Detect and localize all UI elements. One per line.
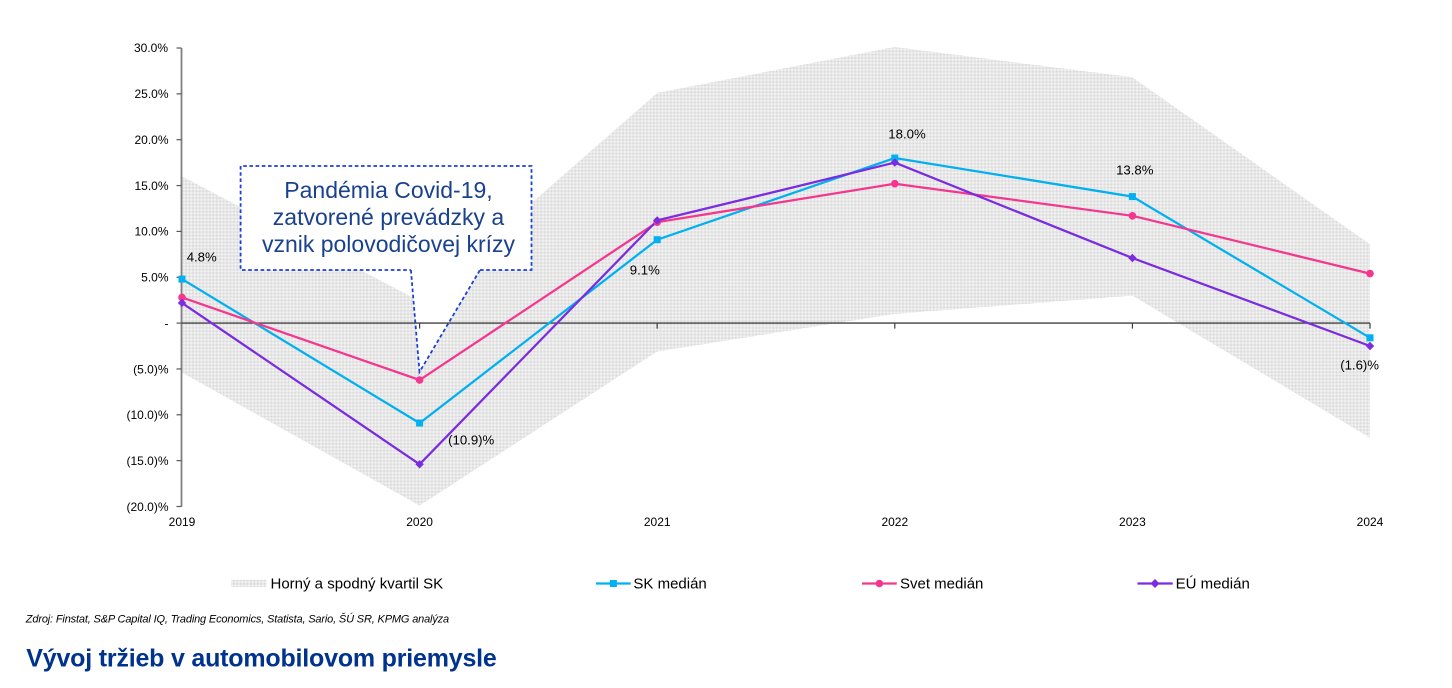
- svg-text:4.8%: 4.8%: [187, 249, 217, 264]
- svg-text:9.1%: 9.1%: [630, 262, 660, 277]
- svg-text:2024: 2024: [1357, 515, 1384, 529]
- svg-text:2021: 2021: [644, 515, 671, 529]
- svg-text:10.0%: 10.0%: [134, 225, 168, 239]
- svg-text:30.0%: 30.0%: [134, 41, 168, 55]
- svg-text:Vývoj tržieb v automobilovom p: Vývoj tržieb v automobilovom priemysle: [26, 644, 497, 672]
- svg-text:25.0%: 25.0%: [134, 87, 168, 101]
- svg-text:Svet medián: Svet medián: [900, 576, 983, 593]
- svg-text:(10.9)%: (10.9)%: [448, 433, 494, 448]
- svg-text:Pandémia Covid-19,: Pandémia Covid-19,: [284, 177, 492, 203]
- svg-text:(20.0)%: (20.0)%: [126, 500, 168, 514]
- svg-text:zatvorené prevádzky a: zatvorené prevádzky a: [273, 204, 505, 230]
- svg-text:(15.0)%: (15.0)%: [126, 454, 168, 468]
- svg-text:(10.0)%: (10.0)%: [126, 408, 168, 422]
- svg-text:2023: 2023: [1119, 515, 1146, 529]
- svg-text:Zdroj: Finstat, S&P Capital IQ: Zdroj: Finstat, S&P Capital IQ, Trading …: [25, 613, 449, 626]
- svg-text:18.0%: 18.0%: [888, 126, 926, 141]
- svg-text:2022: 2022: [881, 515, 908, 529]
- svg-text:(1.6)%: (1.6)%: [1340, 357, 1379, 372]
- svg-text:EÚ medián: EÚ medián: [1176, 576, 1250, 593]
- svg-text:13.8%: 13.8%: [1116, 163, 1154, 178]
- svg-text:15.0%: 15.0%: [134, 179, 168, 193]
- svg-text:-: -: [165, 316, 169, 330]
- svg-text:SK medián: SK medián: [633, 576, 706, 593]
- svg-text:vznik polovodičovej krízy: vznik polovodičovej krízy: [262, 231, 516, 257]
- svg-text:2019: 2019: [169, 515, 196, 529]
- svg-text:5.0%: 5.0%: [141, 271, 169, 285]
- svg-text:Horný a spodný kvartil SK: Horný a spodný kvartil SK: [271, 576, 444, 593]
- svg-text:(5.0)%: (5.0)%: [133, 362, 169, 376]
- svg-text:2020: 2020: [406, 515, 433, 529]
- svg-text:20.0%: 20.0%: [134, 133, 168, 147]
